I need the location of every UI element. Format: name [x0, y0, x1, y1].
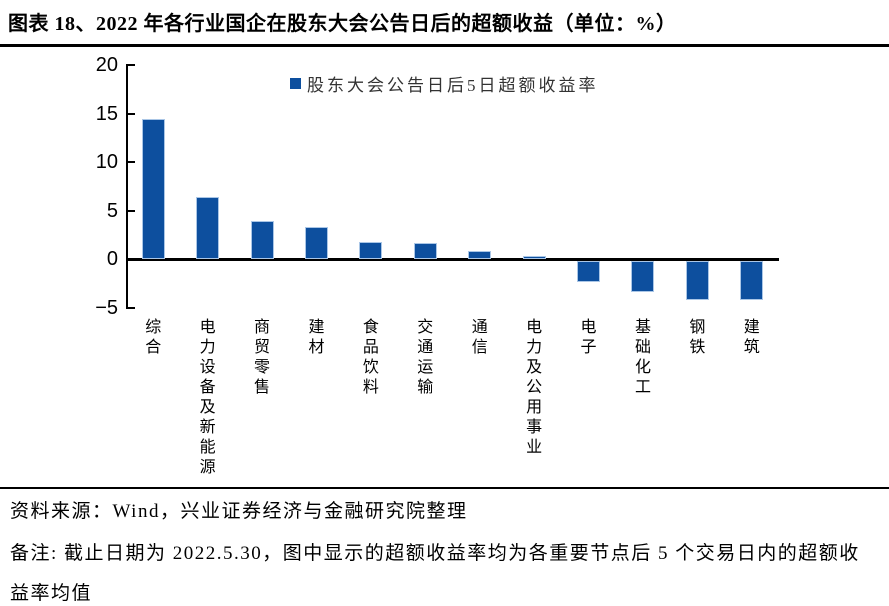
- data-source-text: 资料来源：Wind，兴业证券经济与金融研究院整理: [10, 501, 468, 522]
- title-divider-rule: [0, 44, 889, 47]
- bar: [413, 242, 437, 260]
- y-axis-tick: [126, 209, 135, 212]
- bar: [468, 250, 492, 260]
- x-axis-label: 电 子: [580, 319, 597, 356]
- x-axis-label: 电 力 设 备 及 新 能 源: [199, 319, 216, 476]
- bar: [740, 260, 764, 300]
- y-axis-tick: [126, 112, 135, 115]
- bar: [685, 260, 709, 300]
- x-axis-label: 电 力 及 公 用 事 业: [526, 319, 543, 456]
- x-axis-label: 综 合: [145, 319, 162, 356]
- figure-title: 图表 18、2022 年各行业国企在股东大会公告日后的超额收益（单位：%）: [8, 13, 677, 35]
- y-axis-tick-label: 5: [106, 199, 118, 222]
- bar: [141, 119, 165, 260]
- y-axis-tick-label: 10: [95, 151, 118, 174]
- bar: [577, 260, 601, 283]
- x-axis-label: 基 础 化 工: [634, 319, 651, 396]
- footnote-text: 备注: 截止日期为 2022.5.30，图中显示的超额收益率均为各重要节点后 5…: [10, 543, 860, 604]
- y-axis-tick: [126, 161, 135, 164]
- bar: [359, 241, 383, 260]
- x-axis-zero-line: [126, 257, 779, 261]
- bar: [631, 260, 655, 292]
- chart-legend: 股东大会公告日后5日超额收益率: [290, 71, 599, 96]
- y-axis-tick: [126, 307, 135, 309]
- y-axis-tick-label: 0: [106, 248, 118, 271]
- x-axis-label: 商 贸 零 售: [254, 319, 271, 396]
- x-axis-label: 食 品 饮 料: [362, 319, 379, 396]
- footer-divider-rule: [0, 487, 889, 489]
- y-axis-tick-label: 20: [95, 54, 118, 76]
- x-axis-label: 交 通 运 输: [417, 319, 434, 396]
- legend-swatch-icon: [290, 78, 301, 89]
- y-axis-tick: [126, 64, 135, 66]
- x-axis-label: 建 筑: [743, 319, 760, 356]
- bar: [304, 227, 328, 260]
- bar: [196, 197, 220, 260]
- bar: [522, 256, 546, 260]
- y-axis-tick-label: −5: [95, 297, 118, 319]
- bar: [250, 221, 274, 260]
- y-axis-line: [126, 65, 128, 308]
- x-axis-label: 建 材: [308, 319, 325, 356]
- x-axis-label: 通 信: [471, 319, 488, 356]
- y-axis-tick-label: 15: [95, 102, 118, 125]
- x-axis-label: 钢 铁: [689, 319, 706, 356]
- legend-label: 股东大会公告日后5日超额收益率: [307, 76, 599, 95]
- bar-chart: 20 15 10 5 0 −5 股东大会公告日后5日超额收益率 综 合 电 力 设 备 及 …: [0, 54, 889, 485]
